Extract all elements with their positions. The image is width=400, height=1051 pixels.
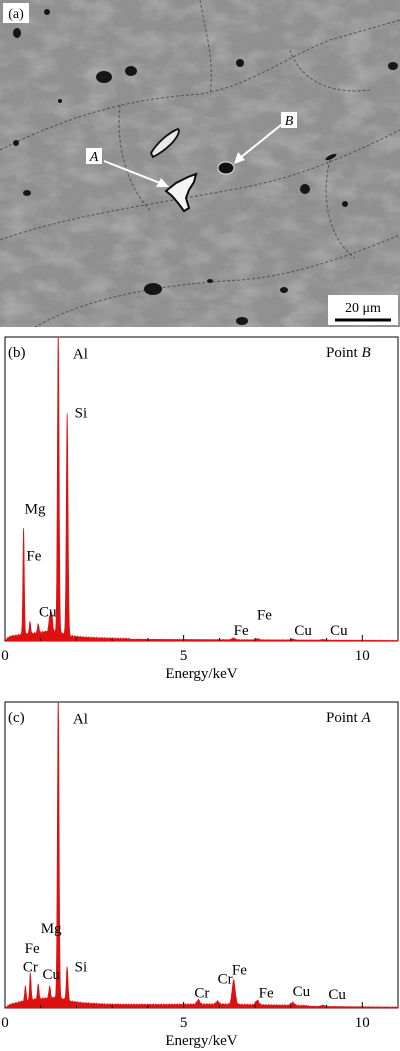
x-tick-label: 10 bbox=[355, 648, 370, 664]
marker-a-arrow bbox=[103, 160, 161, 184]
x-tick-label: 0 bbox=[1, 648, 9, 664]
element-label: Mg bbox=[41, 921, 62, 937]
panel-label: (c) bbox=[8, 710, 25, 726]
element-label: Cu bbox=[330, 623, 348, 639]
x-tick-label: 5 bbox=[180, 648, 188, 664]
dark-particle bbox=[236, 317, 248, 325]
panel-label-a-box bbox=[3, 3, 29, 23]
element-label: Si bbox=[75, 406, 88, 422]
white-particle bbox=[149, 127, 180, 159]
dark-particle bbox=[300, 184, 310, 194]
x-tick-label: 10 bbox=[355, 1015, 370, 1031]
marker-a-box bbox=[86, 148, 102, 164]
micrograph-grain bbox=[0, 0, 400, 327]
dark-particle bbox=[125, 66, 137, 76]
element-label: Cr bbox=[218, 972, 233, 988]
element-label: Al bbox=[73, 711, 88, 727]
spectrum-series bbox=[4, 336, 399, 642]
x-tick-label: 5 bbox=[180, 1015, 188, 1031]
eds-spectrum-point-b: 0 5 10 Energy/keV (b) Point B Al Si Mg Fe Cu Fe Fe Cu… bbox=[1, 336, 399, 682]
marker-a-label: A bbox=[89, 150, 99, 165]
particle-b bbox=[217, 161, 235, 175]
x-axis-label: Energy/keV bbox=[165, 1033, 237, 1049]
dark-particle bbox=[207, 279, 213, 283]
marker-b-arrowhead bbox=[234, 152, 245, 164]
element-label: Cr bbox=[23, 959, 38, 975]
x-tick-label: 0 bbox=[1, 1015, 9, 1031]
element-label: Cu bbox=[294, 623, 312, 639]
x-axis-label: Energy/keV bbox=[165, 666, 237, 682]
marker-b-arrow bbox=[239, 124, 282, 159]
element-label: Mg bbox=[25, 501, 46, 517]
dark-particle bbox=[23, 190, 31, 196]
dark-particle bbox=[44, 9, 50, 15]
marker-b-box bbox=[281, 112, 297, 128]
point-label-letter: A bbox=[360, 710, 371, 726]
element-label: Al bbox=[73, 346, 88, 362]
marker-b-label: B bbox=[285, 114, 294, 129]
point-label-letter: B bbox=[361, 345, 370, 361]
spectrum-series bbox=[4, 701, 399, 1009]
scale-bar-label: 20 μm bbox=[345, 301, 381, 316]
panel-label-a: (a) bbox=[8, 7, 24, 22]
panel-label: (b) bbox=[8, 345, 26, 361]
element-label: Fe bbox=[26, 548, 41, 564]
dark-particle bbox=[96, 71, 112, 83]
particle-a bbox=[164, 172, 198, 213]
dark-particle bbox=[58, 99, 62, 103]
element-label: Cu bbox=[293, 984, 311, 1000]
element-label: Fe bbox=[259, 985, 274, 1001]
dark-particle bbox=[13, 140, 19, 146]
dark-particle bbox=[325, 153, 337, 161]
dark-particle bbox=[388, 62, 398, 70]
plot-frame bbox=[4, 701, 399, 1009]
element-label: Fe bbox=[257, 608, 272, 624]
point-label: Point A bbox=[326, 710, 371, 726]
grain-boundaries bbox=[0, 0, 400, 327]
dark-particle bbox=[144, 283, 162, 295]
element-label: Si bbox=[75, 959, 88, 975]
dark-particle bbox=[13, 28, 21, 38]
element-label: Fe bbox=[234, 623, 249, 639]
element-label: Cr bbox=[194, 985, 209, 1001]
sem-micrograph: A B (a) 20 μm bbox=[0, 0, 400, 327]
marker-a-arrowhead bbox=[156, 178, 169, 187]
dark-particle bbox=[280, 287, 288, 293]
dark-particle bbox=[236, 59, 244, 67]
dark-particle bbox=[342, 201, 348, 207]
element-label: Fe bbox=[25, 941, 40, 957]
plot-frame bbox=[4, 336, 399, 642]
point-label: Point B bbox=[326, 345, 371, 361]
element-label: Fe bbox=[232, 962, 247, 978]
element-label: Cu bbox=[39, 605, 57, 621]
element-label: Cu bbox=[43, 967, 61, 983]
element-label: Cu bbox=[328, 987, 346, 1003]
